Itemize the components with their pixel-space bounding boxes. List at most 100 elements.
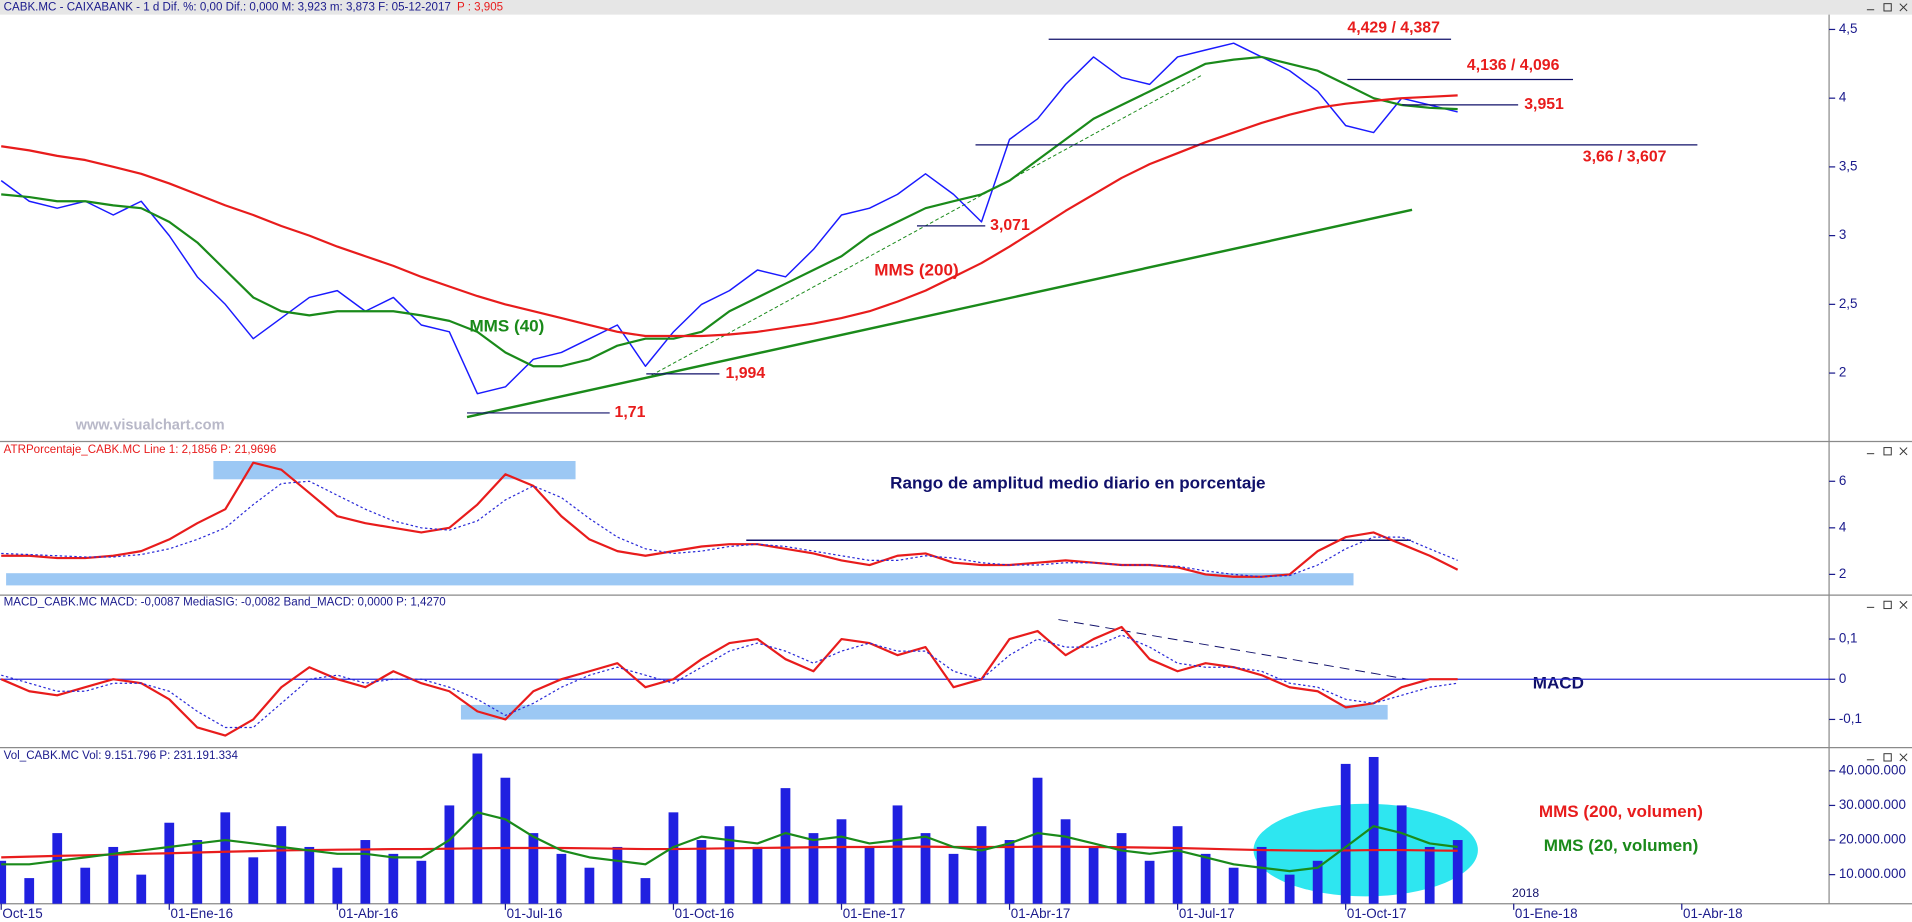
bar xyxy=(1032,777,1043,904)
bar xyxy=(24,878,35,904)
window-icons[interactable] xyxy=(1866,3,1908,762)
highlight xyxy=(213,461,576,480)
bar xyxy=(1424,846,1435,904)
level-label: 3,071 xyxy=(990,217,1030,234)
y-tick-label: 30.000.000 xyxy=(1839,797,1906,812)
panel-header: Vol_CABK.MC Vol: 9.151.796 P: 231.191.33… xyxy=(4,750,239,762)
x-tick-label: 01-Abr-17 xyxy=(1011,906,1071,921)
bar xyxy=(556,853,567,904)
series-line xyxy=(1,461,1459,578)
year-marker: 2018 xyxy=(1512,886,1539,900)
panel-header: ATRPorcentaje_CABK.MC Line 1: 2,1856 P: … xyxy=(4,444,277,456)
annotation: Rango de amplitud medio diario en porcen… xyxy=(890,474,1265,493)
series-label: MMS (40) xyxy=(469,316,544,335)
bar xyxy=(528,833,539,904)
bar xyxy=(52,833,63,904)
bar xyxy=(976,826,987,904)
bar xyxy=(1256,846,1267,904)
bar xyxy=(0,860,7,904)
bar xyxy=(1312,860,1323,904)
x-tick-label: 01-Abr-16 xyxy=(339,906,399,921)
level-label: 3,951 xyxy=(1524,96,1564,113)
bar xyxy=(1368,756,1379,904)
y-tick-label: 40.000.000 xyxy=(1839,762,1906,777)
panel-header: CABK.MC - CAIXABANK - 1 d Dif. %: 0,00 D… xyxy=(4,1,451,13)
bar xyxy=(920,833,931,904)
bar xyxy=(1396,805,1407,904)
x-tick-label: 01-Ene-16 xyxy=(170,906,233,921)
bar xyxy=(444,805,455,904)
bar xyxy=(1452,840,1463,904)
level-label: 1,71 xyxy=(615,404,646,421)
x-tick-label: 01-Oct-17 xyxy=(1347,906,1407,921)
bar xyxy=(808,833,819,904)
bar xyxy=(136,874,147,904)
bar xyxy=(1200,853,1211,904)
bar xyxy=(80,867,91,904)
legend-label: MMS (200, volumen) xyxy=(1539,802,1703,821)
bar xyxy=(640,878,651,904)
bar xyxy=(388,853,399,904)
bar xyxy=(332,867,343,904)
bar xyxy=(164,822,175,904)
bar xyxy=(864,846,875,904)
series-line xyxy=(0,42,1458,395)
y-tick-label: 2 xyxy=(1839,566,1846,581)
trend-line xyxy=(646,75,1202,379)
series-line xyxy=(1,480,1458,578)
series-line xyxy=(1,634,1458,729)
bar xyxy=(1172,826,1183,904)
y-tick-label: 0,1 xyxy=(1839,631,1858,646)
bar xyxy=(1340,763,1351,904)
header-bar xyxy=(0,0,1912,15)
bar xyxy=(248,857,259,904)
y-tick-label: 10.000.000 xyxy=(1839,866,1906,881)
bar xyxy=(668,812,679,904)
bar xyxy=(416,860,427,904)
bar xyxy=(1228,867,1239,904)
bar xyxy=(696,840,707,904)
bar xyxy=(780,788,791,904)
x-tick-label: 01-Jul-17 xyxy=(1179,906,1235,921)
y-tick-label: 3,5 xyxy=(1839,158,1858,173)
bar xyxy=(108,846,119,904)
series-line xyxy=(1,811,1458,873)
y-tick-label: 20.000.000 xyxy=(1839,832,1906,847)
bar xyxy=(724,826,735,904)
annotation: MACD xyxy=(1533,674,1584,693)
bar xyxy=(304,846,315,904)
y-tick-label: 4 xyxy=(1839,90,1847,105)
trend-line xyxy=(466,208,1413,419)
price-label: P : 3,905 xyxy=(457,1,503,13)
x-tick-label: 01-Abr-18 xyxy=(1683,906,1743,921)
bar xyxy=(220,812,231,904)
bar xyxy=(1004,840,1015,904)
level-label: 4,429 / 4,387 xyxy=(1347,19,1440,36)
trend-line xyxy=(1058,619,1409,680)
series-line xyxy=(0,625,1458,737)
level-label: 3,66 / 3,607 xyxy=(1583,148,1667,165)
y-tick-label: 4,5 xyxy=(1839,21,1858,36)
bar xyxy=(612,846,623,904)
bar xyxy=(836,819,847,904)
y-tick-label: 2 xyxy=(1839,365,1846,380)
highlight xyxy=(6,573,1354,586)
level-label: 4,136 / 4,096 xyxy=(1467,57,1560,74)
bar xyxy=(1116,833,1127,904)
bar xyxy=(360,840,371,904)
x-tick-label: 01-Ene-17 xyxy=(843,906,906,921)
watermark: www.visualchart.com xyxy=(75,417,225,433)
bar xyxy=(892,805,903,904)
x-tick-label: 01-Oct-16 xyxy=(675,906,735,921)
bar xyxy=(584,867,595,904)
level-label: 1,994 xyxy=(726,365,766,382)
highlight xyxy=(460,704,1388,720)
y-tick-label: 0 xyxy=(1839,671,1846,686)
bar xyxy=(276,826,287,904)
bar xyxy=(752,846,763,904)
series-line xyxy=(1,845,1458,859)
x-tick-label: 01-Jul-16 xyxy=(507,906,563,921)
series-label: MMS (200) xyxy=(874,260,958,279)
